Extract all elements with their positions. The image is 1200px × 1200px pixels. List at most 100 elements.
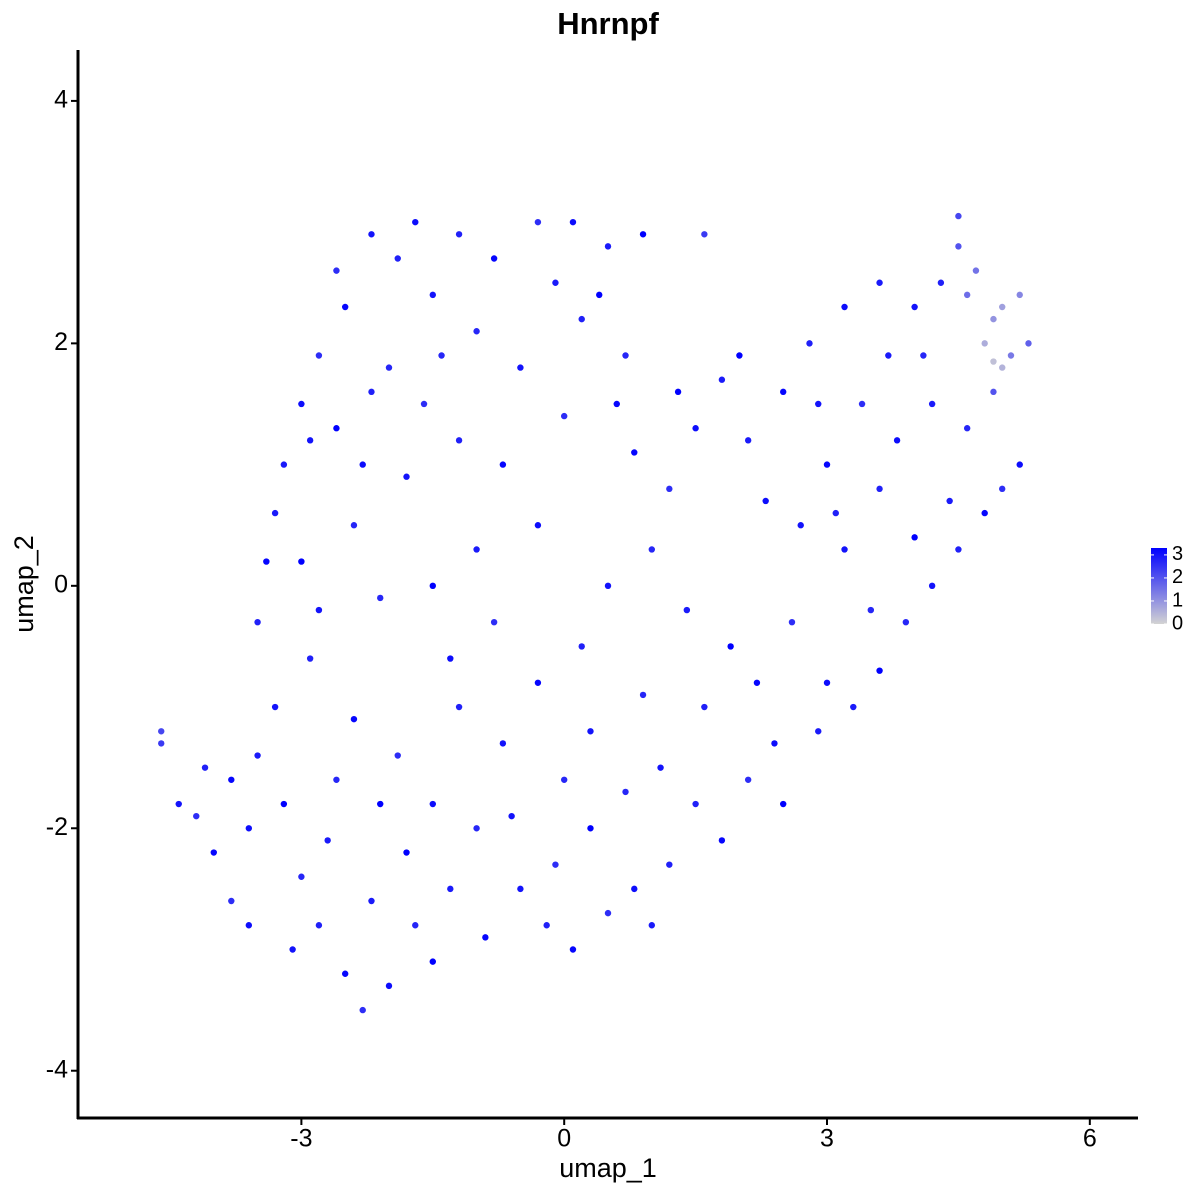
cell-point: [298, 873, 305, 880]
colorbar-label: 3: [1172, 543, 1183, 565]
cell-point: [981, 509, 988, 517]
cell-point: [806, 340, 813, 347]
cell-point: [692, 425, 699, 432]
cell-point: [666, 485, 673, 493]
cell-point: [359, 461, 366, 468]
cell-point: [701, 703, 708, 711]
cell-point: [193, 812, 200, 820]
cell-point: [368, 231, 375, 238]
cell-point: [727, 643, 734, 650]
y-tick-label: 0: [54, 570, 68, 598]
cell-point: [946, 497, 953, 505]
cell-point: [534, 218, 542, 226]
cell-point: [981, 340, 988, 347]
cell-point: [412, 922, 419, 929]
cell-point: [368, 388, 375, 396]
cell-point: [517, 364, 524, 371]
cell-point: [999, 485, 1006, 493]
cell-point: [622, 352, 629, 359]
cell-point: [306, 655, 314, 662]
cell-point: [990, 315, 997, 323]
cell-point: [289, 946, 296, 953]
cell-point: [455, 231, 463, 238]
cell-point: [473, 825, 480, 832]
cell-point: [604, 243, 612, 250]
cell-point: [254, 618, 261, 626]
cell-point: [657, 764, 664, 771]
cell-point: [797, 522, 804, 529]
cell-point: [648, 922, 656, 929]
cell-point: [674, 388, 682, 396]
cell-point: [701, 231, 708, 238]
chart-title: Hnrnpf: [557, 6, 659, 41]
cell-point: [306, 437, 314, 444]
cell-point: [823, 461, 831, 468]
cell-point: [955, 546, 962, 553]
cell-point: [298, 558, 305, 565]
cell-point: [692, 800, 699, 808]
cell-point: [333, 267, 340, 274]
cell-point: [377, 594, 384, 602]
cell-point: [315, 606, 323, 614]
cell-point: [403, 849, 410, 856]
cell-point: [315, 352, 323, 359]
cell-point: [394, 255, 401, 262]
cell-point: [780, 388, 787, 396]
cell-point: [341, 970, 349, 977]
cell-point: [990, 388, 997, 396]
cell-point: [368, 897, 375, 905]
y-tick-label: -2: [46, 813, 68, 841]
cell-point: [560, 776, 568, 783]
cell-point: [885, 352, 892, 359]
cell-point: [815, 728, 822, 735]
cell-point: [1016, 461, 1023, 468]
cell-point: [911, 534, 918, 541]
y-axis-label: umap_2: [9, 535, 39, 633]
cell-point: [482, 934, 489, 941]
cell-point: [403, 473, 410, 480]
cell-point: [412, 218, 419, 226]
cell-point: [447, 655, 454, 662]
x-tick-label: 6: [1083, 1125, 1097, 1153]
cell-point: [429, 958, 436, 965]
cell-point: [893, 437, 901, 444]
cell-point: [876, 667, 883, 674]
cell-point: [534, 679, 542, 686]
cell-point: [254, 752, 261, 759]
y-tick-label: -4: [46, 1055, 68, 1083]
cell-point: [385, 364, 393, 371]
cell-point: [341, 303, 349, 311]
cell-point: [350, 715, 358, 723]
cell-point: [508, 812, 515, 820]
cell-point: [473, 546, 480, 553]
cell-point: [455, 437, 463, 444]
cell-point: [490, 255, 498, 262]
cell-point: [315, 922, 323, 929]
cell-point: [823, 679, 831, 686]
cell-point: [596, 291, 603, 299]
cell-point: [955, 243, 962, 250]
cell-point: [271, 509, 279, 517]
cell-point: [228, 776, 235, 783]
cell-point: [280, 461, 288, 468]
colorbar-label: 2: [1172, 566, 1183, 588]
x-tick-label: 3: [820, 1125, 834, 1153]
cell-point: [517, 885, 524, 893]
cell-point: [534, 522, 542, 529]
cell-point: [999, 364, 1006, 371]
x-axis-label: umap_1: [559, 1153, 657, 1183]
cell-point: [867, 606, 875, 614]
cell-point: [158, 728, 165, 735]
cell-point: [158, 740, 165, 747]
cell-point: [298, 400, 305, 408]
cell-point: [210, 849, 217, 856]
cell-point: [245, 922, 253, 929]
colorbar: [1151, 548, 1167, 624]
cell-point: [324, 837, 331, 844]
cell-point: [1025, 340, 1032, 347]
cell-point: [499, 740, 507, 747]
cell-point: [377, 800, 384, 808]
cell-point: [394, 752, 401, 759]
cell-point: [578, 315, 585, 323]
